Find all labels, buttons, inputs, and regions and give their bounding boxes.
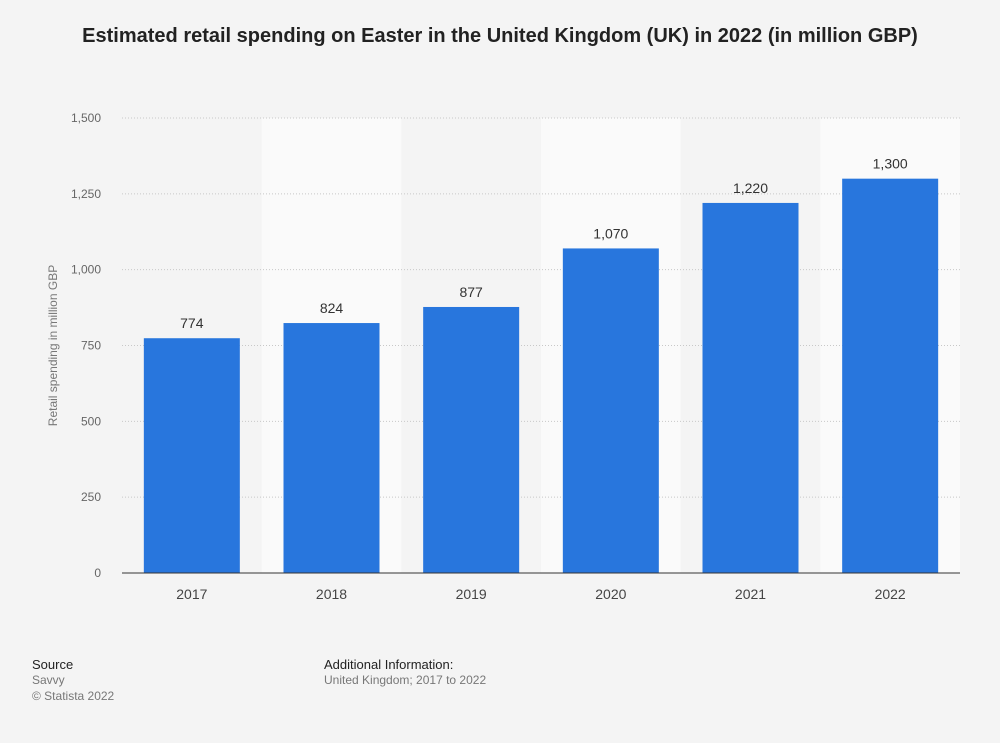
bar[interactable] [562,248,659,573]
additional-info-heading: Additional Information: [324,657,454,672]
data-label: 774 [180,315,204,331]
source-block: Source Savvy © Statista 2022 [32,657,114,704]
bar[interactable] [842,178,939,573]
additional-info-block: Additional Information: United Kingdom; … [324,657,486,688]
x-tick-label: 2018 [316,586,347,602]
y-tick-label: 750 [81,339,101,353]
data-label: 824 [320,300,344,316]
additional-info-text: United Kingdom; 2017 to 2022 [324,673,487,687]
y-tick-label: 1,000 [71,263,101,277]
x-tick-label: 2017 [176,586,207,602]
data-label: 1,300 [873,156,908,172]
y-tick-label: 250 [81,490,101,504]
y-tick-label: 1,250 [71,187,101,201]
data-label: 1,220 [733,180,768,196]
y-tick-label: 500 [81,414,101,428]
bar[interactable] [423,306,520,573]
bar[interactable] [143,338,240,573]
source-heading: Source [32,657,74,672]
y-tick-label: 0 [94,566,101,580]
data-label: 877 [459,284,483,300]
source-name[interactable]: Savvy [32,673,65,687]
data-label: 1,070 [593,225,628,241]
chart-title: Estimated retail spending on Easter in t… [82,25,918,47]
y-tick-label: 1,500 [71,111,101,125]
bar[interactable] [283,323,380,573]
x-tick-label: 2022 [875,586,906,602]
copyright-text: © Statista 2022 [32,689,115,703]
x-tick-label: 2019 [456,586,487,602]
bar[interactable] [702,202,799,573]
y-axis-title: Retail spending in million GBP [46,265,60,426]
x-tick-label: 2020 [595,586,626,602]
x-tick-label: 2021 [735,586,766,602]
